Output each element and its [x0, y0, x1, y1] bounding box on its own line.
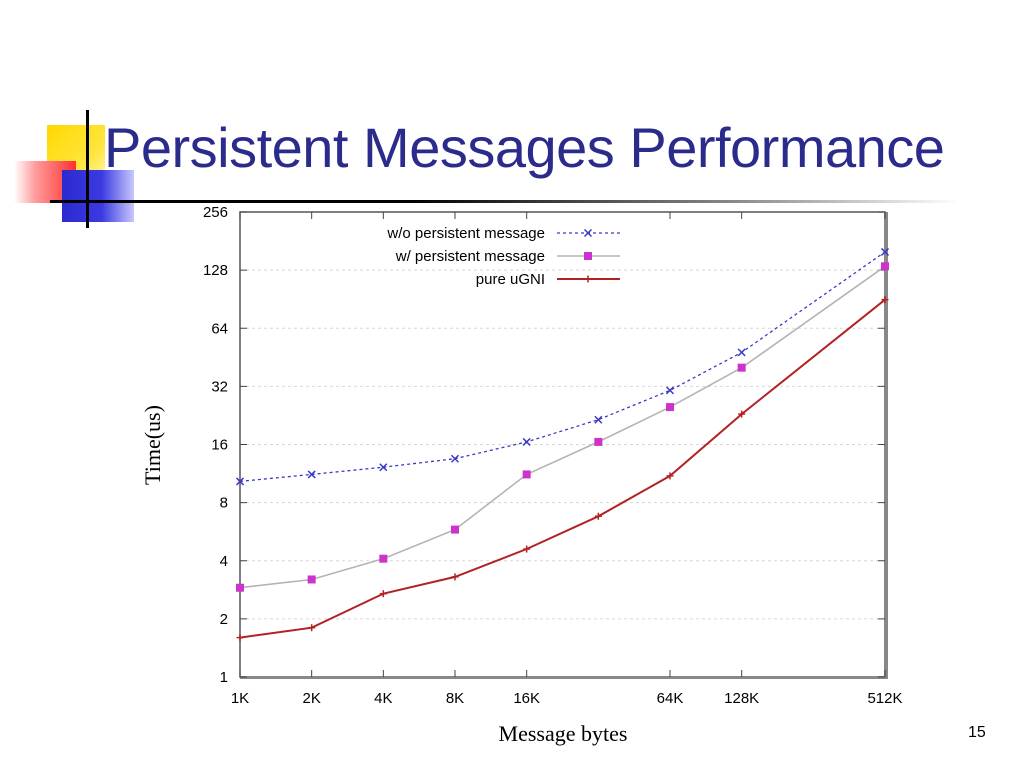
- x-tick-label: 1K: [231, 690, 249, 707]
- y-tick-label: 8: [220, 495, 228, 512]
- legend-swatch-marker: [584, 252, 592, 260]
- series-2: [236, 296, 889, 642]
- x-tick-label: 16K: [513, 690, 540, 707]
- grid-lines: [240, 269, 885, 620]
- plot-frame-shadow: [884, 212, 888, 679]
- data-point: [451, 573, 459, 581]
- legend-label: w/o persistent message: [386, 225, 545, 242]
- marker-stroke: [522, 437, 531, 446]
- series-1: [236, 262, 889, 592]
- marker-stroke: [235, 477, 245, 486]
- marker-stroke: [880, 247, 890, 256]
- data-point: [881, 262, 889, 271]
- data-point: [522, 437, 531, 446]
- axis-ticks: 1 2 4 8 16 32 64 128 256 1K 2K 4K 8K 16K 64K 128K 512K: [203, 204, 903, 707]
- data-point: [235, 477, 245, 486]
- x-tick-label: 2K: [302, 690, 320, 707]
- series-line: [239, 251, 886, 483]
- data-point: [880, 247, 890, 256]
- data-point: [666, 472, 674, 480]
- data-point: [308, 624, 316, 632]
- decor-title-underline: [50, 200, 960, 203]
- data-point: [379, 554, 388, 563]
- x-tick-label: 128K: [724, 690, 759, 707]
- legend-swatch-marker: [583, 228, 593, 238]
- data-point: [594, 415, 603, 424]
- plot-frame-shadow-bottom: [240, 676, 888, 679]
- legend-swatch-marker: [584, 275, 592, 283]
- series-0: [235, 247, 890, 486]
- y-tick-label: 16: [211, 437, 228, 454]
- data-point: [307, 575, 316, 584]
- x-tick-label: 4K: [374, 690, 392, 707]
- data-point: [522, 470, 531, 479]
- legend: w/o persistent message w/ persistent mess…: [386, 225, 620, 288]
- x-tick-label: 8K: [446, 690, 464, 707]
- decor-vertical-rule: [86, 110, 89, 228]
- marker-stroke: [665, 386, 675, 395]
- marker-stroke: [379, 463, 388, 472]
- y-tick-label: 32: [211, 378, 228, 395]
- series-line: [239, 298, 886, 639]
- data-point: [236, 634, 244, 642]
- data-point: [307, 470, 316, 479]
- y-tick-label: 128: [203, 262, 228, 279]
- data-point: [665, 386, 675, 395]
- marker-stroke: [583, 228, 593, 238]
- marker-stroke: [307, 470, 316, 479]
- x-tick-label: 64K: [657, 690, 684, 707]
- x-axis-title: Message bytes: [499, 721, 628, 746]
- data-point: [666, 403, 674, 412]
- data-point: [451, 525, 459, 534]
- data-point: [523, 545, 531, 553]
- marker-stroke: [450, 454, 460, 463]
- y-tick-label: 1: [220, 669, 228, 686]
- series-group: [235, 247, 890, 642]
- y-tick-label: 256: [203, 204, 228, 221]
- slide-title: Persistent Messages Performance: [104, 116, 945, 179]
- data-point: [737, 363, 746, 372]
- data-point: [379, 590, 387, 598]
- decor-blue-square: [62, 170, 134, 222]
- page-number: 15: [968, 724, 986, 741]
- series-line: [239, 265, 886, 589]
- data-point: [450, 454, 460, 463]
- data-point: [738, 410, 746, 418]
- y-tick-label: 2: [220, 611, 228, 628]
- data-point: [881, 296, 889, 304]
- y-tick-label: 64: [211, 320, 228, 337]
- legend-label: pure uGNI: [476, 271, 545, 288]
- data-point: [236, 583, 244, 592]
- data-point: [594, 512, 602, 520]
- y-tick-label: 4: [220, 553, 228, 570]
- marker-stroke: [737, 348, 746, 357]
- y-axis-title: Time(us): [140, 405, 165, 485]
- data-point: [379, 463, 388, 472]
- legend-label: w/ persistent message: [395, 248, 545, 265]
- marker-stroke: [594, 415, 603, 424]
- x-tick-label: 512K: [867, 690, 902, 707]
- data-point: [594, 437, 603, 446]
- data-point: [737, 348, 746, 357]
